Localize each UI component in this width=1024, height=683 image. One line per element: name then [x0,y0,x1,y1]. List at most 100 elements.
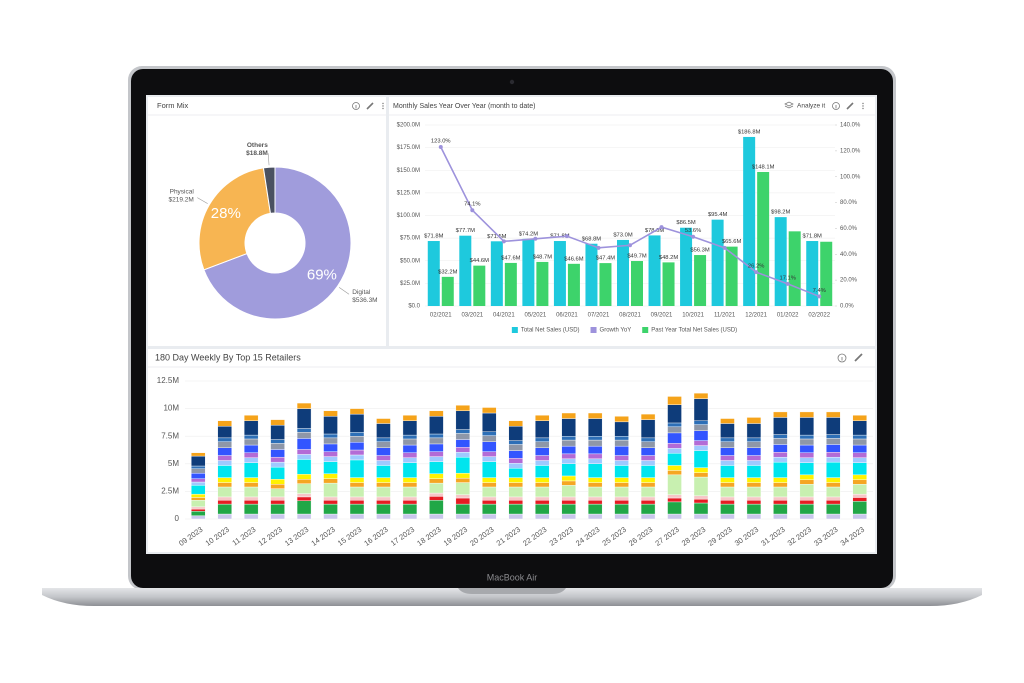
stacked-segment [587,482,603,488]
stacked-segment [746,465,762,478]
bar [599,263,612,306]
stacked-segment [826,513,841,520]
pie-slice [198,167,272,271]
stacked-segment [799,444,815,453]
stacked-segment [349,500,365,505]
stacked-segment [429,451,444,457]
stacked-segment [376,482,391,488]
edit-icon[interactable] [366,102,374,110]
stacked-segment [587,503,603,515]
stacked-segment [482,513,497,520]
stacked-segment [614,445,629,456]
analyze-button[interactable]: Analyze it [784,101,825,110]
line-point [501,239,506,244]
stacked-segment [191,493,206,498]
slice-percent: 28% [211,205,241,222]
info-icon[interactable] [837,353,847,363]
stacked-segment [455,452,471,458]
stacked-segment [535,415,550,421]
stacked-segment [296,474,312,480]
stacked-segment [852,497,867,502]
y-tick-label: $100.0M [397,213,420,219]
stacked-segment [746,423,762,439]
edit-icon[interactable] [846,102,854,110]
stacked-segment [270,503,285,515]
stacked-segment [852,462,867,476]
stacked-segment [455,503,471,515]
stacked-segment [191,481,206,486]
stacked-segment [191,515,206,520]
stacked-segment [587,496,603,501]
stacked-segment [799,479,815,485]
stacked-segment [667,465,682,471]
bar [585,243,598,306]
stacked-segment [852,444,867,453]
stacked-segment [667,501,682,515]
laptop-base [42,588,982,606]
stacked-segment [191,506,206,510]
stacked-segment [217,420,232,427]
stacked-segment [508,503,523,515]
leader-line [338,287,350,295]
stacked-segment [587,453,603,460]
menu-icon[interactable] [382,102,384,110]
stacked-segment [535,496,550,501]
stacked-segment [746,447,762,456]
stacked-segment [773,411,788,418]
legend-swatch [590,327,597,333]
y-tick-label: $25.0M [400,281,420,287]
stacked-segment [720,496,735,501]
stacked-segment [191,497,206,501]
data-label: $48.7M [533,254,553,260]
stacked-segment [773,452,788,458]
stacked-segment [349,459,365,478]
bar [711,219,724,306]
y-tick-label: $75.0M [400,236,420,242]
stacked-segment [614,421,629,437]
y-tick-label: 10M [163,404,179,413]
stacked-segment [455,405,471,412]
line-point [722,245,727,250]
x-tick-label: 08/2021 [619,313,641,319]
stacked-segment [852,452,867,458]
y2-tick-label: 120.0% [840,148,861,154]
stacked-segment [270,461,285,468]
slice-name: Digital [352,289,371,296]
stacked-segment [296,438,312,450]
stacked-segment [720,477,735,483]
stacked-segment [402,513,418,520]
stacked-segment [455,433,471,440]
stacked-segment [587,439,603,447]
stacked-segment [349,477,365,483]
stacked-segment [667,494,682,499]
bar [631,261,643,306]
edit-icon[interactable] [854,353,863,362]
y2-tick-label: 60.0% [840,226,858,232]
stacked-segment [852,513,867,520]
stacked-segment [270,443,285,450]
stacked-segment [270,496,285,501]
info-icon[interactable] [352,102,360,110]
stacked-segment [693,440,709,446]
data-label: $49.7M [627,254,647,260]
stacked-segment [640,477,656,483]
stacked-segment [587,458,603,465]
stacked-segment [349,486,365,498]
stacked-segment [799,500,815,505]
bar [441,276,454,306]
stacked-segment [640,460,656,466]
stacked-segment [455,513,471,520]
y-tick-label: $200.0M [397,123,420,129]
data-label: $71.5M [487,234,507,240]
stacked-segment [693,430,709,441]
line-point [628,243,632,248]
stacked-segment [720,486,735,498]
stacked-segment [535,455,550,461]
stacked-segment [773,500,788,505]
stacked-segment [508,420,523,427]
info-icon[interactable] [832,102,840,110]
analyze-label[interactable]: Analyze it [797,103,825,110]
x-tick-label: 12/2021 [745,313,767,319]
menu-icon[interactable] [862,102,864,110]
data-label: $95.4M [708,212,728,218]
